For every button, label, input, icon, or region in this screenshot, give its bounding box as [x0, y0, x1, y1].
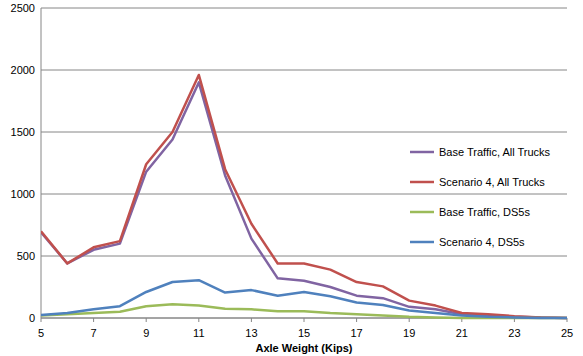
- y-tick-label: 2000: [11, 64, 35, 76]
- legend-swatch: [410, 211, 434, 214]
- x-tick-label: 19: [403, 327, 415, 339]
- grid-line: [41, 132, 567, 133]
- legend: Base Traffic, All Trucks Scenario 4, All …: [410, 146, 551, 248]
- legend-label: Base Traffic, DS5s: [439, 206, 530, 218]
- x-tick-label: 15: [298, 327, 310, 339]
- x-tick: [304, 318, 305, 322]
- grid-line: [41, 194, 567, 195]
- chart: 0 500 1000 1500 2000 2500 5 7 9 11 13 15 17 19 21 23 25 A…: [0, 0, 583, 356]
- x-tick: [409, 318, 410, 322]
- y-tick-label: 1000: [11, 188, 35, 200]
- x-tick: [198, 318, 199, 322]
- series-line: [41, 82, 567, 318]
- series-line: [41, 75, 567, 318]
- legend-swatch: [410, 241, 434, 244]
- grid-line: [41, 8, 567, 9]
- y-tick-label: 500: [17, 250, 35, 262]
- x-tick-label: 17: [350, 327, 362, 339]
- x-tick-label: 7: [91, 327, 97, 339]
- legend-swatch: [410, 181, 434, 184]
- y-tick-label: 0: [29, 312, 35, 324]
- y-tick-label: 1500: [11, 126, 35, 138]
- x-tick: [146, 318, 147, 322]
- x-tick: [251, 318, 252, 322]
- x-tick-label: 25: [561, 327, 573, 339]
- x-tick: [356, 318, 357, 322]
- legend-label: Scenario 4, All Trucks: [439, 176, 545, 188]
- y-axis: [41, 8, 42, 318]
- x-tick-label: 11: [193, 327, 204, 339]
- x-tick-label: 23: [508, 327, 520, 339]
- x-tick: [93, 318, 94, 322]
- legend-label: Base Traffic, All Trucks: [439, 146, 551, 158]
- grid-line: [41, 70, 567, 71]
- x-tick-label: 21: [456, 327, 468, 339]
- legend-swatch: [410, 151, 434, 154]
- y-tick-label: 2500: [11, 2, 35, 14]
- x-tick-label: 9: [143, 327, 149, 339]
- x-tick-label: 13: [245, 327, 257, 339]
- x-tick: [41, 318, 42, 322]
- legend-label: Scenario 4, DS5s: [439, 236, 525, 248]
- x-axis-label: Axle Weight (Kips): [256, 342, 353, 354]
- series-line: [41, 280, 567, 318]
- plot-area: [41, 75, 567, 318]
- x-tick-label: 5: [38, 327, 44, 339]
- grid-line: [41, 256, 567, 257]
